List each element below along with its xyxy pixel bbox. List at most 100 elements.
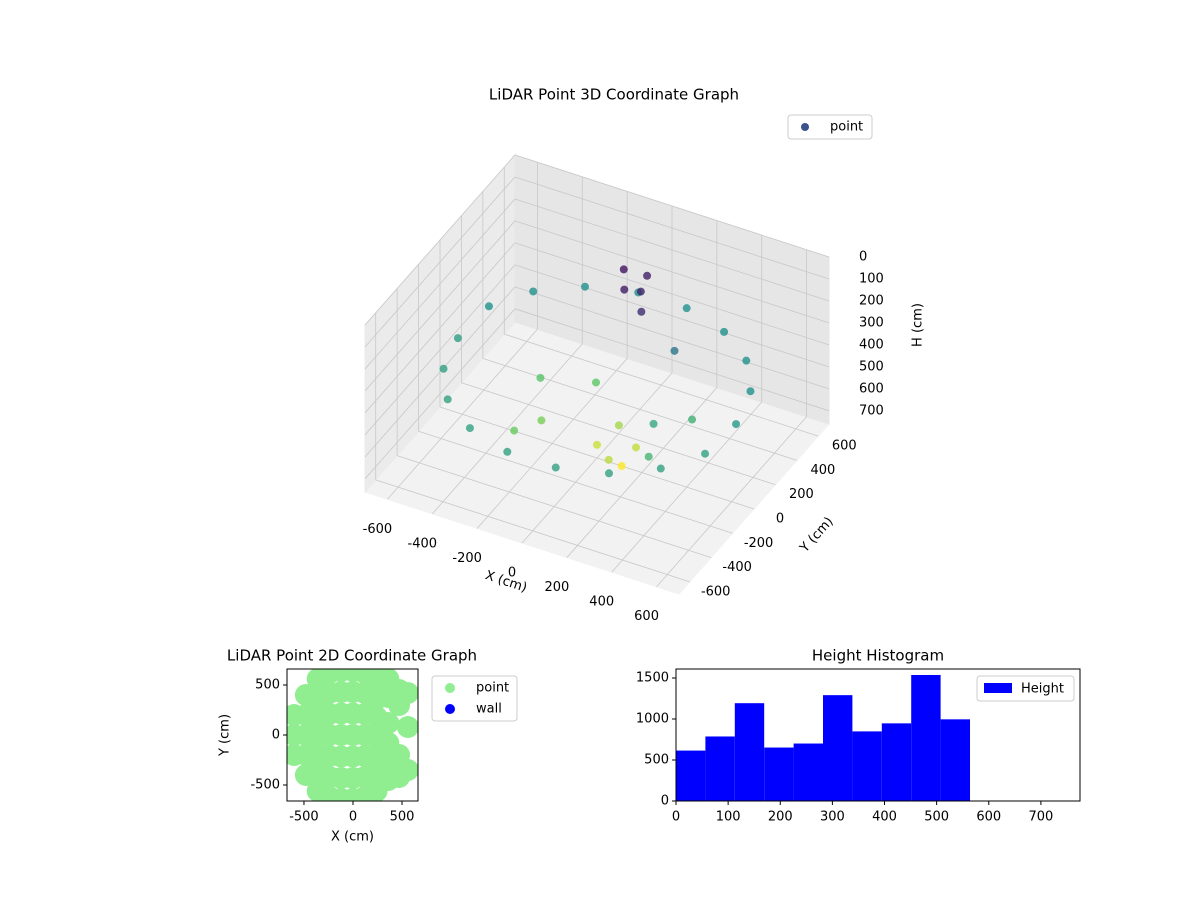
point (510, 426, 519, 435)
bar (881, 723, 912, 801)
point (732, 420, 741, 429)
y-tick-label: 1500 (636, 671, 669, 686)
point (742, 356, 751, 365)
x-tick-label: -500 (289, 810, 319, 825)
point (746, 387, 755, 396)
legend-label: point (476, 681, 509, 696)
point (593, 440, 601, 449)
point (537, 416, 546, 425)
x-tick-label: 0 (508, 566, 516, 581)
z-tick-label: 100 (859, 271, 884, 286)
point (396, 716, 418, 738)
x-tick-label: 600 (634, 609, 659, 624)
bar (793, 743, 824, 801)
x-tick-label: 200 (768, 810, 793, 825)
x-tick-label: 600 (976, 810, 1001, 825)
point (637, 307, 646, 316)
point (656, 464, 665, 473)
point (396, 682, 418, 704)
point (529, 287, 538, 296)
point (649, 419, 658, 428)
legend-marker (984, 683, 1012, 693)
grid-line (514, 154, 830, 258)
y-tick-label: 0 (661, 794, 669, 809)
y-tick-label: 0 (272, 728, 280, 743)
grid-line (514, 242, 830, 346)
grid-line (514, 286, 830, 390)
x-tick-label: 200 (544, 580, 569, 595)
point (551, 463, 560, 472)
z-tick-label: 0 (859, 250, 867, 265)
grid-line (364, 242, 516, 414)
point (536, 373, 545, 382)
point (592, 378, 600, 387)
y-tick-label: -200 (744, 536, 774, 551)
point (688, 415, 697, 424)
chart-title: Height Histogram (812, 647, 944, 665)
bar (911, 674, 941, 801)
x-tick-label: 400 (589, 595, 614, 610)
grid-line (504, 333, 819, 437)
z-tick-label: 300 (859, 315, 884, 330)
point (636, 287, 645, 296)
legend-box (976, 675, 1075, 702)
grid-line (364, 286, 516, 458)
bar (676, 750, 706, 801)
x-tick-label: -600 (363, 522, 393, 537)
grid-line (418, 430, 733, 534)
point (614, 421, 623, 430)
legend-box (787, 114, 873, 140)
point (619, 265, 628, 274)
plot-frame (675, 668, 1081, 802)
z-tick-label: 200 (859, 293, 884, 308)
chart-title: LiDAR Point 2D Coordinate Graph (227, 647, 477, 665)
grid-line (375, 479, 690, 583)
grid-line (482, 358, 797, 461)
point (720, 327, 729, 336)
point (453, 334, 462, 343)
x-tick-label: 300 (820, 810, 845, 825)
point (581, 282, 590, 291)
points (287, 669, 418, 801)
legend-marker (801, 123, 809, 131)
x-tick-label: 500 (390, 810, 415, 825)
y-tick-label: 1000 (636, 712, 669, 727)
point (465, 424, 474, 433)
x-tick-label: 500 (924, 810, 949, 825)
y-tick-label: 500 (644, 753, 669, 768)
grid-line (514, 176, 830, 280)
point (604, 455, 613, 464)
grid-line (364, 264, 516, 436)
legend-label: wall (476, 702, 502, 717)
legend-marker (445, 704, 455, 714)
plot-2d: -500 0 500 -500 0 500 X (cm) Y (cm) point wall (218, 668, 518, 845)
point (503, 447, 512, 456)
plot-histogram: Height 0 100 200 300 400 500 600 700 0 500 1000 1500 (636, 668, 1081, 825)
x-tick-label: -400 (408, 536, 438, 551)
y-tick-label: 200 (789, 487, 814, 502)
point (632, 443, 640, 452)
z-tick-label: 600 (859, 381, 884, 396)
y-tick-label: 0 (776, 512, 784, 527)
bar (940, 719, 971, 801)
grid-line (514, 264, 830, 368)
grid-line (439, 406, 755, 510)
x-tick-label: 100 (716, 810, 741, 825)
point (670, 346, 679, 355)
point (604, 469, 613, 478)
y-tick-label: 600 (832, 439, 857, 454)
x-tick-label: 700 (1028, 810, 1053, 825)
grid-line (364, 308, 516, 480)
grid-line (364, 176, 516, 348)
plot-3d: -600-400-2000200400600-600-400-200020040… (363, 114, 926, 624)
x-axis-label: X (cm) (331, 830, 374, 845)
x-tick-label: 400 (872, 810, 897, 825)
bar (764, 747, 794, 801)
point (484, 302, 493, 311)
y-tick-label: -600 (701, 584, 731, 599)
z-tick-label: 400 (859, 337, 884, 352)
point (644, 452, 653, 461)
point (443, 395, 452, 404)
y-tick-label: -500 (250, 778, 280, 793)
